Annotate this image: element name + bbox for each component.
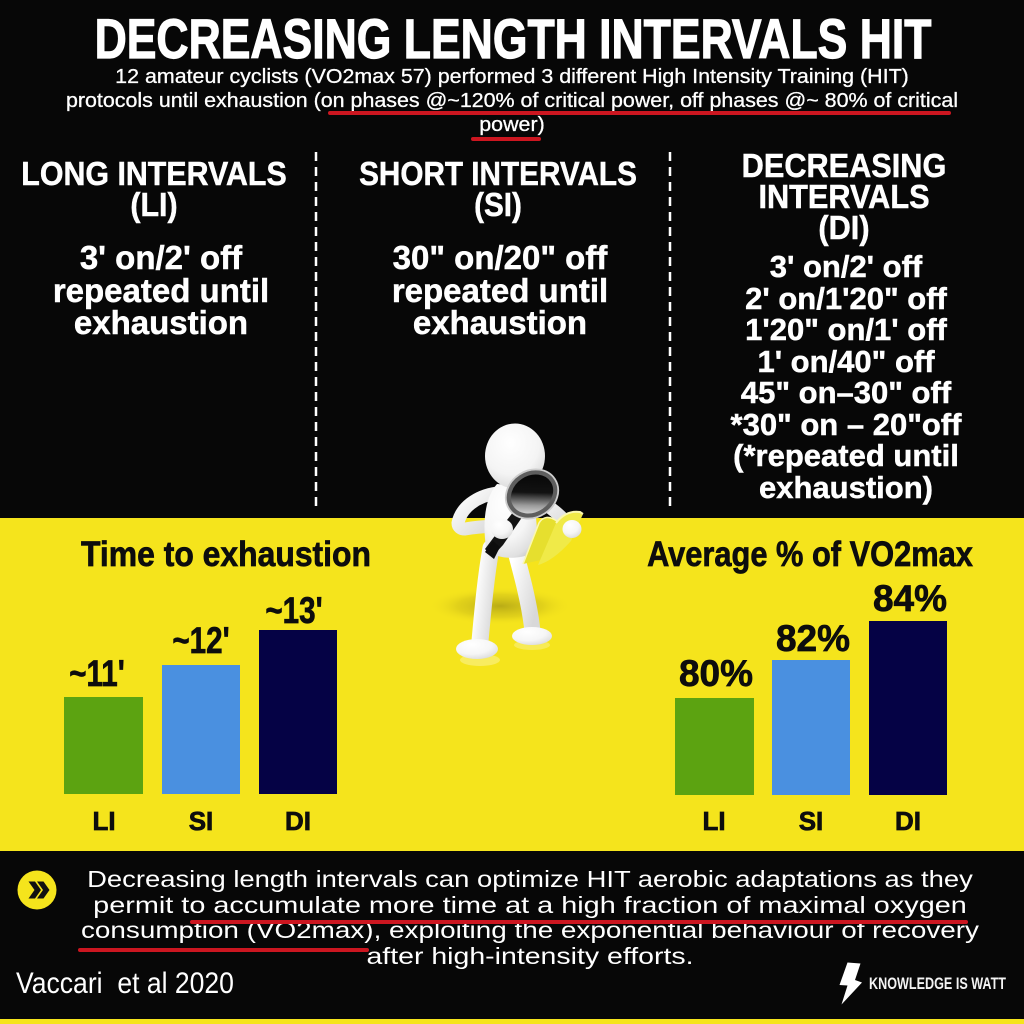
svg-text:KNOWLEDGE IS WATT: KNOWLEDGE IS WATT — [869, 975, 1006, 993]
